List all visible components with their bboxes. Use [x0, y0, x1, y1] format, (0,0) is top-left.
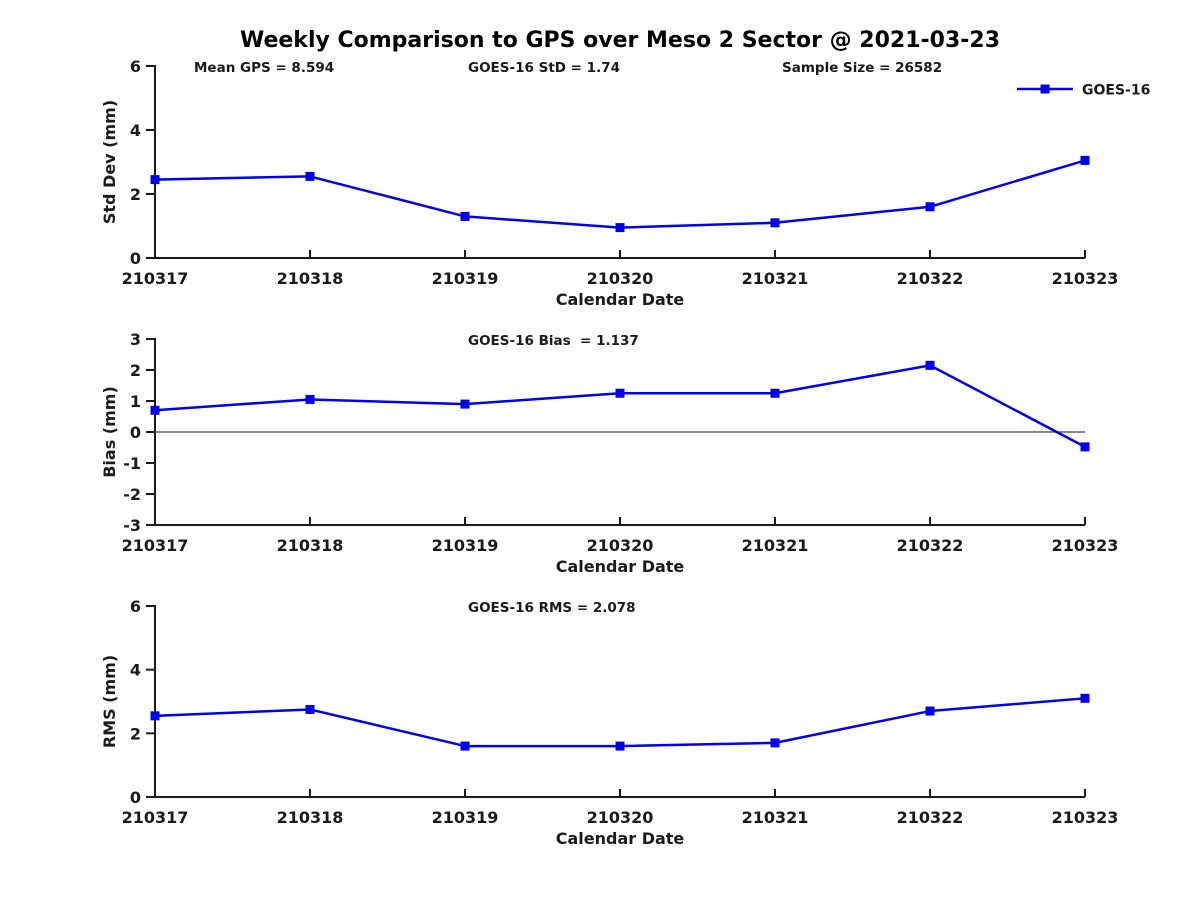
panel-bias: -3 -2 -1 0 1 2 3 210317 210318 210319 210320 210321… — [100, 330, 1118, 576]
x-tick-label: 210317 — [122, 536, 189, 555]
x-tick-label: 210321 — [742, 269, 809, 288]
y-tick-label: 4 — [130, 661, 141, 680]
y-axis-title: RMS (mm) — [100, 655, 119, 748]
x-axis-title: Calendar Date — [556, 290, 685, 309]
data-point-marker — [615, 388, 625, 398]
y-tick-label: 3 — [130, 330, 141, 349]
x-tick-label: 210321 — [742, 536, 809, 555]
x-tick-label: 210317 — [122, 269, 189, 288]
x-tick-label: 210319 — [432, 269, 499, 288]
x-tick-label: 210323 — [1052, 536, 1119, 555]
data-point-marker — [305, 394, 315, 404]
y-tick-label: 6 — [130, 597, 141, 616]
legend: GOES-16 — [1017, 83, 1150, 99]
line-series — [154, 364, 1086, 448]
y-tick-label: 0 — [130, 423, 141, 442]
x-tick-label: 210323 — [1052, 808, 1119, 827]
y-tick-label: 2 — [130, 185, 141, 204]
x-tick-label: 210320 — [587, 269, 654, 288]
data-point-marker — [150, 175, 160, 185]
line-series — [154, 159, 1086, 229]
x-tick-label: 210320 — [587, 536, 654, 555]
data-point-marker — [615, 223, 625, 233]
x-tick-label: 210320 — [587, 808, 654, 827]
annotation: Sample Size = 26582 — [782, 60, 942, 76]
x-tick-label: 210322 — [897, 808, 964, 827]
legend-label: GOES-16 — [1082, 83, 1150, 99]
data-point-marker — [1080, 442, 1090, 452]
data-point-marker — [460, 399, 470, 409]
annotation: GOES-16 StD = 1.74 — [468, 60, 620, 76]
x-tick-label: 210319 — [432, 808, 499, 827]
x-tick-label: 210322 — [897, 269, 964, 288]
data-point-marker — [615, 741, 625, 751]
data-point-marker — [305, 704, 315, 714]
panel-rms: 0 2 4 6 210317 210318 210319 210320 210321 210322… — [100, 597, 1118, 848]
x-tick-label: 210318 — [277, 536, 344, 555]
x-tick-label: 210319 — [432, 536, 499, 555]
legend-marker — [1040, 84, 1050, 94]
data-point-marker — [1080, 155, 1090, 165]
y-tick-label: 4 — [130, 121, 141, 140]
y-tick-label: 0 — [130, 788, 141, 807]
x-axis-title: Calendar Date — [556, 829, 685, 848]
data-point-marker — [305, 171, 315, 181]
panel-std-dev: 0 2 4 6 210317 210318 210319 210320 210321 210322… — [100, 57, 1150, 309]
y-tick-label: 0 — [130, 249, 141, 268]
x-tick-label: 210318 — [277, 808, 344, 827]
data-point-marker — [1080, 693, 1090, 703]
y-tick-label: -3 — [123, 516, 141, 535]
data-point-marker — [925, 360, 935, 370]
x-tick-label: 210317 — [122, 808, 189, 827]
y-tick-label: 2 — [130, 361, 141, 380]
y-axis-title: Std Dev (mm) — [100, 100, 119, 224]
data-point-marker — [770, 738, 780, 748]
data-point-marker — [770, 388, 780, 398]
line-series — [154, 697, 1086, 748]
y-tick-label: -1 — [123, 454, 141, 473]
annotation: GOES-16 Bias = 1.137 — [468, 333, 639, 349]
data-point-marker — [150, 711, 160, 721]
annotation: Mean GPS = 8.594 — [194, 60, 334, 76]
y-tick-label: -2 — [123, 485, 141, 504]
data-point-marker — [150, 405, 160, 415]
x-tick-label: 210322 — [897, 536, 964, 555]
annotation: GOES-16 RMS = 2.078 — [468, 600, 636, 616]
x-tick-label: 210321 — [742, 808, 809, 827]
y-tick-label: 1 — [130, 392, 141, 411]
data-point-marker — [925, 706, 935, 716]
y-tick-label: 2 — [130, 724, 141, 743]
y-axis-title: Bias (mm) — [100, 386, 119, 478]
data-point-marker — [770, 218, 780, 228]
x-axis-title: Calendar Date — [556, 557, 685, 576]
x-tick-label: 210323 — [1052, 269, 1119, 288]
x-tick-label: 210318 — [277, 269, 344, 288]
figure-title: Weekly Comparison to GPS over Meso 2 Sec… — [239, 28, 1001, 53]
data-point-marker — [460, 741, 470, 751]
data-point-marker — [460, 211, 470, 221]
y-tick-label: 6 — [130, 57, 141, 76]
data-point-marker — [925, 202, 935, 212]
